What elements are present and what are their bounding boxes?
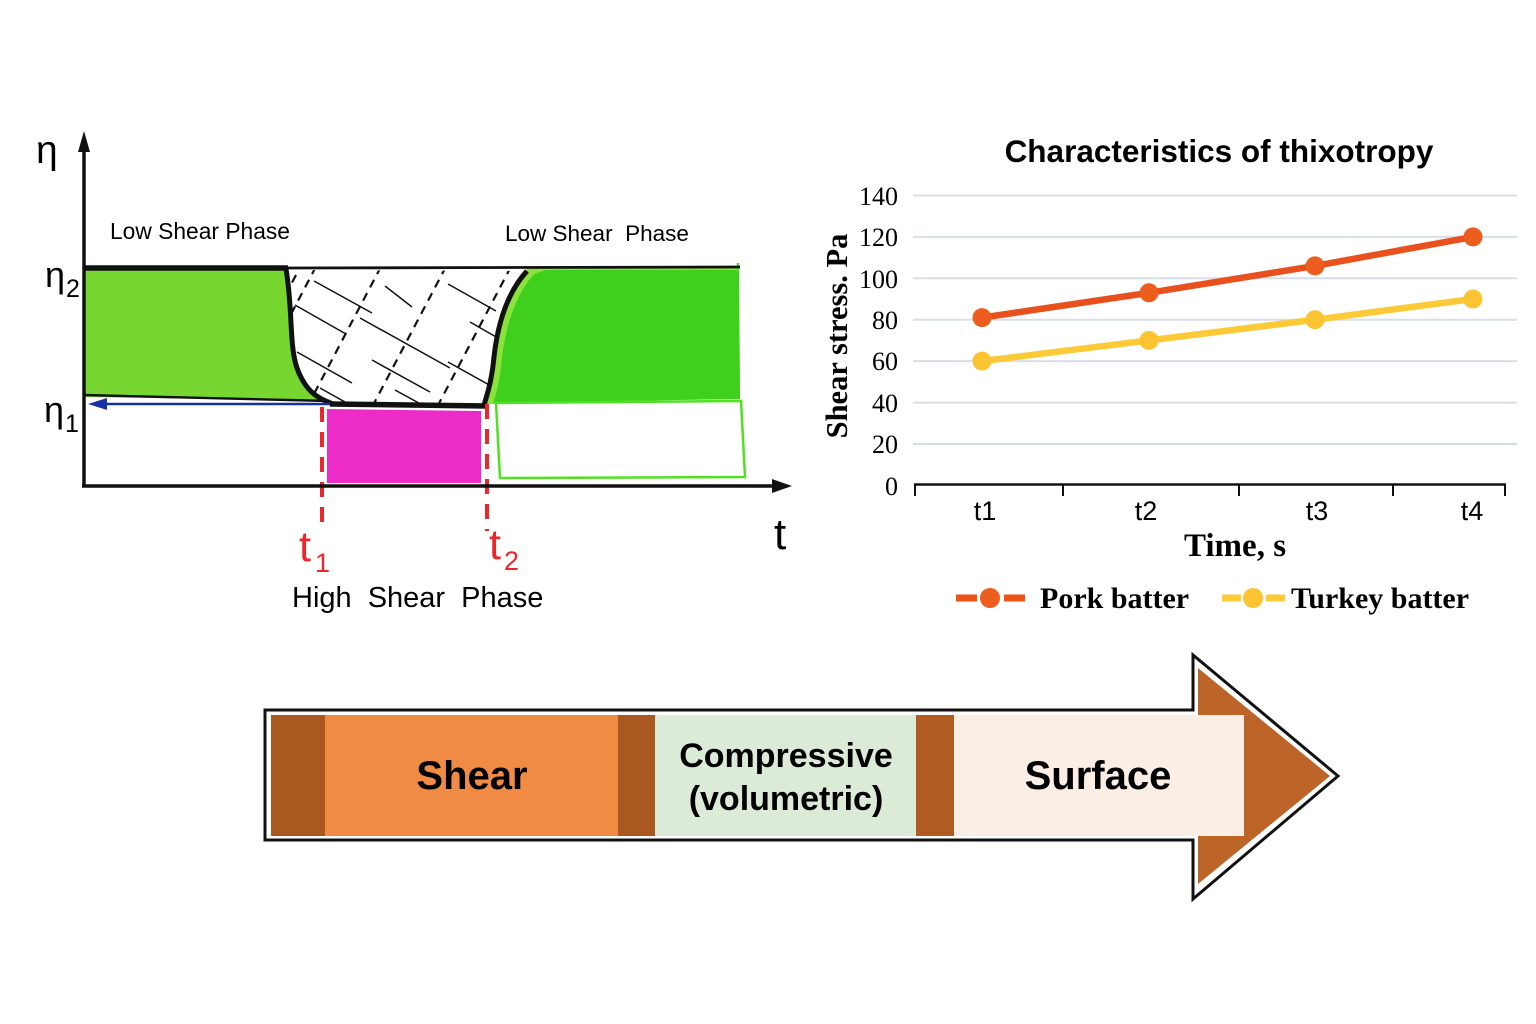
svg-text:Low Shear Phase: Low Shear Phase: [110, 218, 290, 244]
svg-text:t: t: [489, 521, 501, 569]
svg-text:η: η: [36, 129, 58, 172]
svg-text:t1: t1: [974, 496, 997, 526]
svg-text:η: η: [44, 389, 64, 430]
svg-text:t: t: [299, 523, 311, 571]
svg-text:1: 1: [315, 548, 330, 578]
svg-text:t4: t4: [1461, 496, 1484, 526]
svg-text:Characteristics of thixotropy: Characteristics of thixotropy: [1005, 133, 1434, 169]
svg-text:Shear: Shear: [416, 754, 527, 798]
svg-text:140: 140: [859, 182, 898, 211]
svg-text:100: 100: [859, 265, 898, 294]
svg-text:120: 120: [859, 223, 898, 252]
svg-text:t3: t3: [1306, 496, 1329, 526]
svg-text:40: 40: [872, 389, 898, 418]
svg-text:Time, s: Time, s: [1184, 528, 1286, 564]
svg-text:1: 1: [65, 410, 79, 438]
svg-text:Compressive: Compressive: [679, 737, 893, 775]
svg-text:Shear stress. Pa: Shear stress. Pa: [820, 234, 854, 439]
svg-text:High Shear Phase: High Shear Phase: [292, 582, 543, 614]
svg-text:Surface: Surface: [1025, 754, 1172, 798]
svg-text:0: 0: [885, 472, 898, 501]
svg-text:80: 80: [872, 306, 898, 335]
svg-text:60: 60: [872, 347, 898, 376]
svg-text:η: η: [45, 254, 65, 295]
svg-text:Low Shear Phase: Low Shear Phase: [505, 221, 689, 246]
svg-text:20: 20: [872, 430, 898, 459]
svg-text:(volumetric): (volumetric): [689, 780, 884, 818]
svg-text:2: 2: [504, 546, 519, 576]
svg-text:2: 2: [66, 275, 80, 303]
svg-text:t: t: [774, 510, 786, 559]
svg-text:Turkey batter: Turkey batter: [1291, 582, 1469, 615]
svg-text:t2: t2: [1135, 496, 1158, 526]
svg-text:Pork batter: Pork batter: [1040, 582, 1189, 615]
